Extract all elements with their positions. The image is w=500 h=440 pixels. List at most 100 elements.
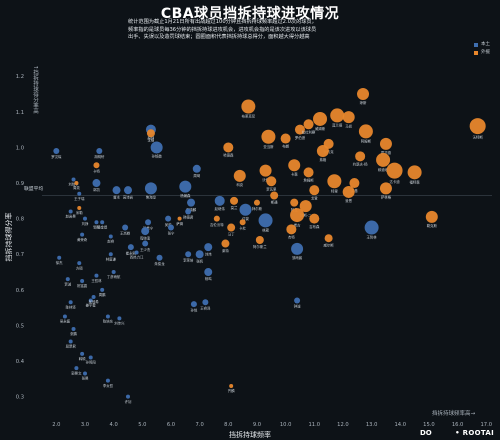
point-label: 布莱克尼 — [242, 114, 256, 119]
data-point — [425, 210, 438, 223]
point-label: 祝铭震 — [77, 283, 88, 288]
point-label: 拜尔斯 — [252, 206, 263, 211]
data-point — [239, 219, 246, 226]
point-label: 莫兰 — [231, 205, 238, 210]
y-tick-label: 1.0 — [16, 145, 24, 151]
point-label: 马尚 — [345, 123, 352, 128]
data-point — [185, 251, 192, 258]
point-label: 朱俊龙 — [154, 261, 165, 266]
data-point — [324, 234, 333, 243]
point-label: 赵睿 — [107, 239, 114, 244]
data-point — [108, 234, 113, 239]
point-label: 杨金煜 — [97, 224, 108, 229]
data-point — [386, 162, 403, 179]
point-label: 刘铮 — [82, 221, 89, 226]
data-point — [261, 129, 276, 144]
x-tick-label: 13.0 — [366, 422, 378, 428]
point-label: 吴前 — [165, 222, 172, 227]
point-label: 邹雨宸 — [292, 255, 303, 260]
point-label: 陈林坚 — [66, 305, 77, 310]
data-point — [255, 236, 264, 244]
point-label: 西热力江 — [130, 255, 144, 260]
data-point — [288, 159, 301, 172]
data-point — [239, 203, 252, 216]
point-label: 布朗 — [282, 144, 289, 149]
point-label: 齐麟 — [228, 388, 235, 393]
point-label: 吴冠希 — [89, 299, 100, 304]
data-point — [330, 108, 345, 123]
data-point — [77, 205, 82, 210]
point-label: 丁彦雨航 — [107, 274, 121, 279]
y-axis-arrow-label: ↑挡拆持球得分率高 — [32, 65, 38, 114]
point-label: 孙悦 — [191, 307, 198, 312]
point-label: 付豪 — [242, 216, 249, 221]
data-point — [68, 339, 73, 344]
data-point — [150, 141, 163, 154]
point-label: 林葳 — [262, 228, 269, 233]
data-point — [93, 162, 100, 169]
point-label: 李炎哲 — [103, 383, 114, 388]
y-tick-label: 0.4 — [16, 359, 25, 365]
point-label: 萨姆 — [176, 221, 183, 226]
point-label: 焦海龙 — [146, 195, 157, 200]
data-point — [112, 186, 121, 195]
y-tick-label: 0.9 — [16, 181, 24, 187]
point-label: 周鹏 — [99, 292, 106, 297]
x-tick-label: 12.0 — [337, 422, 349, 428]
point-label: 麦基 — [351, 188, 358, 193]
y-tick-label: 0.7 — [16, 252, 24, 258]
data-point — [111, 270, 116, 275]
data-point — [355, 151, 366, 162]
point-label: 詹姆斯 — [303, 178, 314, 183]
data-point — [62, 314, 67, 319]
data-point — [204, 243, 213, 252]
x-tick-label: 17.0 — [480, 422, 492, 428]
point-label: 罗汉琛 — [51, 154, 62, 159]
data-point — [105, 314, 110, 319]
point-label: 赵继伟 — [215, 206, 226, 211]
point-label: 米勒 — [76, 210, 83, 215]
y-tick-label: 0.8 — [16, 217, 24, 223]
y-axis-title: 挡拆持球得分率 — [5, 212, 13, 262]
data-point — [94, 273, 99, 278]
data-point — [227, 223, 236, 232]
data-point — [100, 287, 105, 292]
legend-item-foreign[interactable]: 外援 — [474, 49, 490, 57]
data-point — [357, 88, 370, 101]
point-label: 哈德森 — [223, 153, 234, 158]
data-point — [214, 195, 225, 206]
data-point — [213, 215, 220, 222]
data-point — [141, 227, 150, 236]
x-tick-label: 15.0 — [423, 422, 435, 428]
description-line: 出手、失误以及造罚球结束；圆圈面积代表挡拆持球总得分，面积越大得分越高 — [128, 34, 310, 41]
data-point — [258, 213, 273, 228]
data-point — [117, 316, 122, 321]
data-point — [134, 250, 139, 255]
point-label: 张帆 — [196, 258, 203, 263]
data-point — [127, 244, 134, 251]
data-point — [229, 383, 234, 388]
point-label: 高诗岩 — [123, 194, 134, 199]
legend-item-local[interactable]: 本土 — [474, 41, 490, 49]
point-label: 林庭谦 — [106, 256, 117, 261]
data-point — [294, 124, 305, 135]
point-label: 郭昊文 — [71, 370, 82, 375]
point-label: 胡明轩 — [94, 154, 105, 159]
point-label: 阿姆斯 — [361, 139, 372, 144]
point-label: 弗格 — [320, 157, 327, 162]
point-label: 陈培东 — [103, 319, 114, 324]
point-label: 孙鸣阳 — [86, 360, 97, 365]
data-point — [80, 232, 85, 237]
legend-label-foreign: 外援 — [481, 50, 490, 55]
point-label: 王岚嵚 — [120, 231, 131, 236]
point-label: 李根 — [148, 137, 155, 142]
point-label: 贾瓦里 — [266, 186, 277, 191]
point-label: 邹阳 — [93, 224, 100, 229]
point-label: 曼恩 — [345, 198, 352, 203]
point-label: 徐杰 — [56, 260, 63, 265]
point-label: 卡森 — [291, 171, 298, 176]
point-label: 刘晓宇 — [68, 182, 79, 187]
point-label: 莱特 — [222, 248, 229, 253]
point-label: 卡杜 — [239, 225, 246, 230]
data-point — [469, 118, 486, 135]
